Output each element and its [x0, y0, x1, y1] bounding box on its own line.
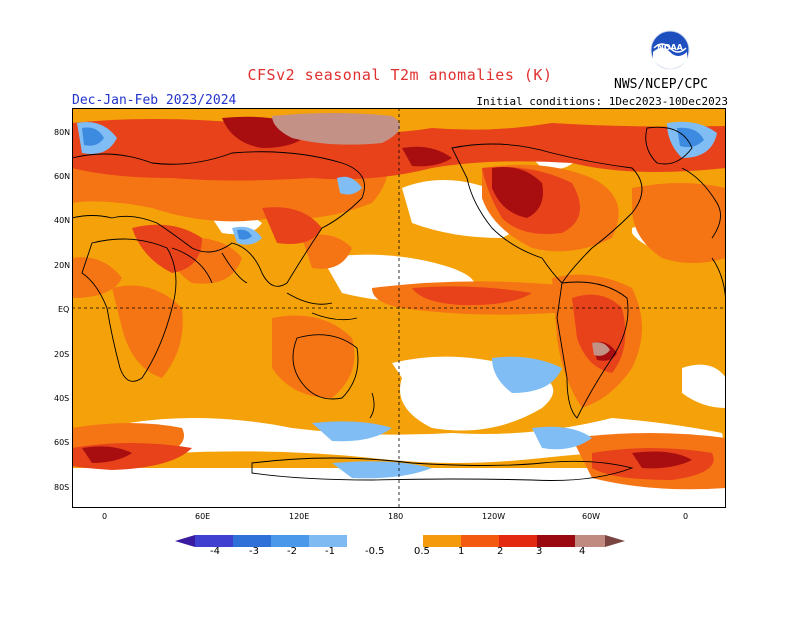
colorbar-label: 1 [458, 546, 465, 557]
colorbar-swatch [461, 535, 499, 547]
lat-label: 40N [54, 216, 71, 225]
colorbar-arrow-low [175, 535, 195, 547]
map-title: CFSv2 seasonal T2m anomalies (K) [247, 66, 553, 84]
colorbar-label: -4 [210, 546, 220, 557]
colorbar-swatch [309, 535, 347, 547]
colorbar-swatch [385, 535, 423, 547]
colorbar-label: 0.5 [414, 546, 430, 557]
lat-label: 60N [54, 172, 71, 181]
lat-label: EQ [58, 305, 70, 314]
colorbar-swatch [195, 535, 233, 547]
lat-label: 60S [54, 438, 70, 447]
colorbar-swatch [499, 535, 537, 547]
colorbar [175, 535, 625, 547]
lat-label: 20N [54, 261, 71, 270]
lat-label: 80N [54, 128, 71, 137]
lon-label: 0 [102, 512, 108, 521]
coastlines [72, 126, 726, 481]
lon-label: 120W [482, 512, 506, 521]
colorbar-swatch [347, 535, 385, 547]
agency-label: NWS/NCEP/CPC [614, 77, 708, 92]
logo-text: NOAA [657, 43, 683, 52]
colorbar-arrow-high [605, 535, 625, 547]
colorbar-label: 2 [497, 546, 504, 557]
lat-label: 20S [54, 350, 70, 359]
map-frame [72, 108, 726, 508]
season-label: Dec-Jan-Feb 2023/2024 [72, 93, 237, 108]
lon-label: 120E [289, 512, 310, 521]
colorbar-label: 4 [579, 546, 586, 557]
colorbar-swatch [271, 535, 309, 547]
lat-label: 40S [54, 394, 70, 403]
colorbar-label: -1 [325, 546, 335, 557]
colorbar-label: 3 [536, 546, 543, 557]
initial-conditions-label: Initial conditions: 1Dec2023-10Dec2023 [476, 95, 728, 108]
colorbar-label: -3 [249, 546, 259, 557]
colorbar-swatch [423, 535, 461, 547]
colorbar-swatch [233, 535, 271, 547]
colorbar-label: -0.5 [365, 546, 385, 557]
noaa-logo-icon: NOAA [650, 30, 690, 70]
strong-cool-anomaly-regions [82, 127, 704, 240]
lon-label: 60E [195, 512, 211, 521]
extreme-warm-anomaly-regions [272, 113, 610, 356]
lon-label: 0 [683, 512, 689, 521]
anomaly-map [72, 108, 726, 508]
colorbar-swatch [575, 535, 605, 547]
colorbar-label: -2 [287, 546, 297, 557]
colorbar-swatch [537, 535, 575, 547]
lon-label: 60W [582, 512, 601, 521]
lon-label: 180 [388, 512, 404, 521]
lat-label: 80S [54, 483, 70, 492]
